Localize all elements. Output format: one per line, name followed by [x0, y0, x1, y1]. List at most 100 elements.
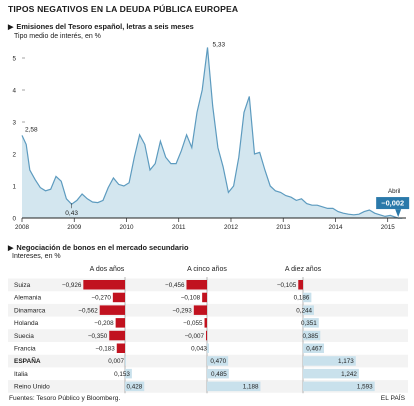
area-chart-ylabel: Tipo medio de interés, en % [14, 33, 101, 40]
bar-value-label: −0,562 [78, 307, 98, 314]
bar-value-label: −0,007 [185, 333, 205, 340]
bar-positive [303, 292, 312, 303]
bar-value-label: −0,108 [181, 295, 201, 302]
country-label: ESPAÑA [14, 356, 41, 365]
y-tick-label: 1 [12, 183, 16, 190]
bar-value-label: 0,470 [210, 358, 226, 365]
bar-value-label: 0,007 [108, 358, 124, 365]
bar-positive [125, 356, 126, 366]
callout-box [376, 197, 410, 210]
bar-positive [303, 368, 359, 379]
y-tick-label: 5 [12, 55, 16, 62]
bar-chart-title-text: Negociación de bonos en el mercado secun… [16, 243, 189, 252]
bar-chart: A dos años A cinco años A diez años Suiza −0… [8, 266, 408, 394]
column-header: A dos años [90, 266, 125, 273]
brand-label: EL PAÍS [380, 395, 405, 402]
bar-value-label: −0,183 [95, 346, 115, 353]
bar-value-label: 0,428 [126, 384, 142, 391]
bar-positive [125, 368, 132, 379]
country-label: Dinamarca [14, 307, 46, 314]
bar-negative [115, 318, 125, 328]
column-header: A diez años [285, 266, 322, 273]
bar-chart-title: ▶ Negociación de bonos en el mercado secu… [8, 243, 188, 252]
bar-positive [303, 381, 375, 392]
y-tick-label: 4 [12, 87, 16, 94]
area-chart-title: ▶ Emisiones del Tesoro español, letras a … [8, 22, 194, 31]
country-label: Holanda [14, 320, 39, 327]
bar-value-label: 0,244 [296, 307, 312, 314]
bar-negative [298, 280, 303, 290]
country-label: Francia [14, 346, 36, 353]
bar-value-label: 0,186 [294, 295, 310, 302]
triangle-bullet-icon: ▶ [8, 24, 14, 31]
bar-value-label: −0,105 [277, 282, 297, 289]
y-tick-label: 3 [12, 119, 16, 126]
bar-positive [125, 381, 145, 392]
country-label: Suiza [14, 282, 31, 289]
bar-negative [206, 330, 207, 341]
bar-positive [303, 318, 319, 328]
x-tick-label: 2014 [328, 224, 343, 231]
main-title: TIPOS NEGATIVOS EN LA DEUDA PÚBLICA EURO… [8, 4, 239, 14]
sources-note: Fuentes: Tesoro Público y Bloomberg. [9, 395, 121, 402]
bar-negative [204, 318, 207, 328]
bar-negative [109, 330, 125, 341]
area-line [21, 47, 403, 219]
bar-value-label: 0,043 [191, 346, 207, 353]
annotation-month: Abril [388, 188, 400, 195]
bar-value-label: 1,188 [243, 384, 259, 391]
country-label: Alemania [14, 295, 41, 302]
country-label: Suecia [14, 333, 34, 340]
bar-negative [112, 292, 125, 303]
bar-value-label: 0,485 [211, 371, 227, 378]
y-tick-label: 2 [12, 151, 16, 158]
x-tick-label: 2008 [15, 224, 30, 231]
bar-value-label: −0,208 [94, 320, 114, 327]
y-tick-label: 0 [12, 215, 16, 222]
x-tick-label: 2009 [67, 224, 82, 231]
bar-value-label: −0,350 [88, 333, 108, 340]
annotation-min: 0,43 [65, 210, 78, 217]
area-chart-title-text: Emisiones del Tesoro español, letras a s… [16, 22, 194, 31]
area-chart: 0 1 2 3 4 5 2008 2009 2010 2011 2012 2013 2014 2015 2,… [12, 41, 410, 231]
bar-value-label: 1,173 [338, 358, 354, 365]
bar-value-label: 0,385 [303, 333, 319, 340]
bar-negative [193, 305, 207, 315]
bar-negative [202, 292, 207, 303]
bar-value-label: 0,153 [114, 371, 130, 378]
area-fill [22, 47, 403, 219]
bar-positive [207, 368, 229, 379]
bar-positive [207, 343, 209, 353]
bar-positive [303, 330, 321, 341]
bar-value-label: 1,242 [341, 371, 357, 378]
bar-chart-ylabel: Intereses, en % [12, 253, 61, 260]
triangle-bullet-icon: ▶ [8, 245, 14, 252]
bar-positive [303, 343, 325, 353]
bar-positive [207, 356, 229, 366]
bar-positive [303, 356, 356, 366]
row-band [8, 303, 408, 317]
bar-negative [186, 280, 207, 290]
x-tick-label: 2010 [119, 224, 134, 231]
bar-value-label: −0,055 [183, 320, 203, 327]
annotation-start: 2,58 [25, 126, 38, 133]
bar-value-label: 1,593 [357, 384, 373, 391]
bar-value-label: −0,926 [62, 282, 82, 289]
bar-negative [99, 305, 125, 315]
bar-positive [303, 305, 314, 315]
column-header: A cinco años [187, 266, 227, 273]
bar-positive [207, 381, 261, 392]
bar-value-label: −0,270 [91, 295, 111, 302]
country-label: Italia [14, 371, 28, 378]
annotation-last-value: −0,002 [381, 199, 404, 208]
bar-value-label: −0,293 [172, 307, 192, 314]
row-band [8, 329, 408, 342]
bar-negative [83, 280, 125, 290]
bar-negative [116, 343, 125, 353]
country-label: Reino Unido [14, 384, 50, 391]
x-tick-label: 2015 [381, 224, 396, 231]
bar-value-label: 0,467 [306, 346, 322, 353]
x-tick-label: 2012 [224, 224, 239, 231]
bar-value-label: −0,456 [165, 282, 185, 289]
annotation-peak: 5,33 [212, 41, 225, 48]
